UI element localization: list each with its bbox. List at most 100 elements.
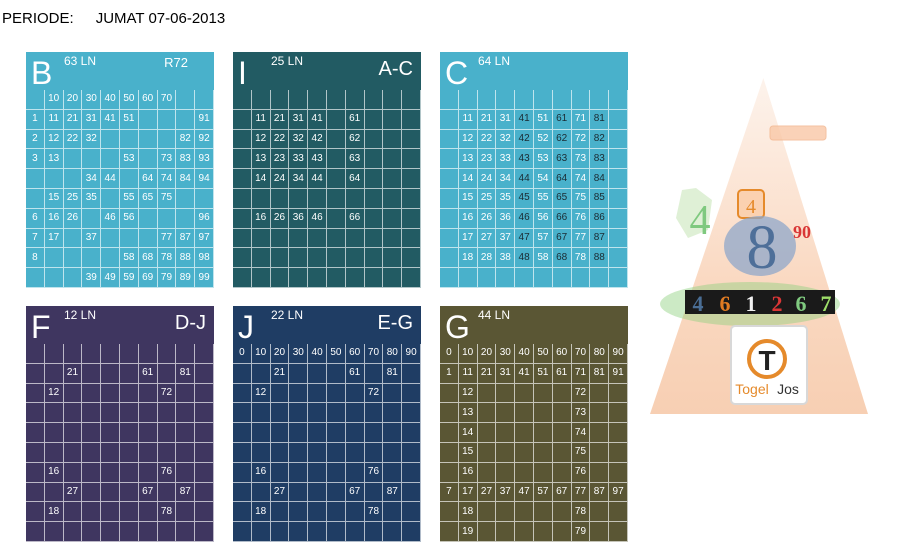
grid-cell	[609, 383, 628, 404]
grid-cell: 64	[138, 169, 158, 189]
grid-cell	[383, 208, 403, 229]
grid-cell: 66	[345, 208, 365, 229]
grid-cell	[233, 268, 252, 288]
grid-cell	[383, 522, 403, 542]
grid-cell: 98	[195, 248, 214, 269]
panel-b: B 63 LN R72 10 20 30 40 50 60 70 1 11 21 31 41 51 91 2…	[26, 52, 214, 288]
grid-cell	[270, 423, 290, 443]
grid-cell	[533, 383, 553, 404]
grid-cell: 21	[477, 109, 497, 130]
grid-cell: 33	[289, 149, 309, 170]
grid-cell	[138, 208, 158, 229]
grid-cell: 76	[571, 208, 591, 229]
grid-cell: 62	[345, 129, 365, 150]
grid-cell	[119, 344, 139, 364]
grid-cell: 11	[458, 109, 478, 130]
grid-cell: 25	[63, 188, 83, 209]
panel-lines: 25 LN	[271, 54, 304, 68]
grid-cell: 14	[458, 169, 478, 189]
grid-cell: 83	[176, 149, 196, 170]
logo-num-orange: 4	[746, 196, 756, 218]
grid-cell: 57	[533, 482, 553, 503]
grid-cell	[176, 423, 196, 443]
grid-cell: 20	[477, 344, 497, 364]
grid-cell	[609, 502, 628, 523]
grid-cell	[383, 149, 403, 170]
grid-cell	[326, 462, 346, 483]
grid-cell	[440, 129, 459, 150]
grid-cell	[157, 208, 177, 229]
number-grid: 0 10 20 30 40 50 60 70 80 90 1 11 21 31 41 51 61 71 81 91 12…	[440, 344, 628, 542]
grid-cell	[402, 149, 421, 170]
grid-cell: 13	[251, 149, 271, 170]
grid-cell: 21	[63, 363, 83, 384]
grid-cell	[383, 90, 403, 110]
grid-cell	[533, 522, 553, 542]
grid-cell	[440, 423, 459, 443]
grid-cell	[44, 482, 64, 503]
logo-blue-blob	[724, 216, 796, 276]
panel-g: G 44 LN 0 10 20 30 40 50 60 70 80 90 1 11 21 31 41 51 61…	[440, 306, 628, 542]
grid-cell	[26, 522, 45, 542]
grid-cell: 7	[440, 482, 459, 503]
grid-cell: 51	[533, 363, 553, 384]
grid-cell: 94	[195, 169, 214, 189]
grid-cell	[233, 169, 252, 189]
grid-cell	[233, 208, 252, 229]
grid-cell	[195, 502, 214, 523]
grid-cell	[552, 383, 572, 404]
grid-cell	[101, 248, 120, 269]
grid-cell	[26, 383, 45, 404]
grid-cell: 21	[63, 109, 83, 130]
grid-cell	[63, 248, 83, 269]
grid-cell	[101, 129, 120, 150]
grid-cell	[119, 129, 139, 150]
grid-cell: 61	[138, 363, 158, 384]
grid-cell: 39	[82, 268, 102, 288]
grid-cell	[44, 363, 64, 384]
grid-cell: 60	[345, 344, 365, 364]
grid-cell	[44, 268, 64, 288]
grid-cell	[383, 188, 403, 209]
grid-cell	[383, 423, 403, 443]
grid-cell	[326, 169, 346, 189]
grid-cell	[270, 442, 290, 463]
grid-cell	[345, 228, 365, 249]
grid-cell: 97	[609, 482, 628, 503]
grid-cell	[44, 403, 64, 424]
grid-cell	[195, 383, 214, 404]
grid-cell: 65	[552, 188, 572, 209]
grid-cell: 67	[552, 228, 572, 249]
grid-cell: 90	[609, 344, 628, 364]
grid-cell	[552, 522, 572, 542]
grid-cell	[402, 169, 421, 189]
grid-cell	[440, 188, 459, 209]
grid-cell	[82, 522, 102, 542]
grid-cell	[119, 363, 139, 384]
grid-cell	[552, 442, 572, 463]
grid-cell: 67	[552, 482, 572, 503]
grid-cell: 1	[26, 109, 45, 130]
grid-cell	[176, 403, 196, 424]
grid-cell	[82, 363, 102, 384]
grid-cell	[496, 423, 516, 443]
grid-cell: 78	[157, 248, 177, 269]
grid-cell	[26, 462, 45, 483]
grid-cell	[477, 442, 497, 463]
grid-cell	[26, 268, 45, 288]
grid-cell: 13	[458, 149, 478, 170]
grid-cell: 14	[251, 169, 271, 189]
grid-cell	[590, 442, 610, 463]
grid-cell	[345, 188, 365, 209]
grid-cell	[289, 90, 309, 110]
grid-cell: 83	[590, 149, 610, 170]
grid-cell	[477, 403, 497, 424]
grid-cell	[63, 403, 83, 424]
grid-cell	[326, 403, 346, 424]
grid-cell	[364, 248, 384, 269]
grid-cell: 14	[458, 423, 478, 443]
grid-cell: 37	[496, 228, 516, 249]
grid-cell: 11	[458, 363, 478, 384]
grid-cell	[26, 502, 45, 523]
panel-letter: B	[31, 55, 53, 91]
